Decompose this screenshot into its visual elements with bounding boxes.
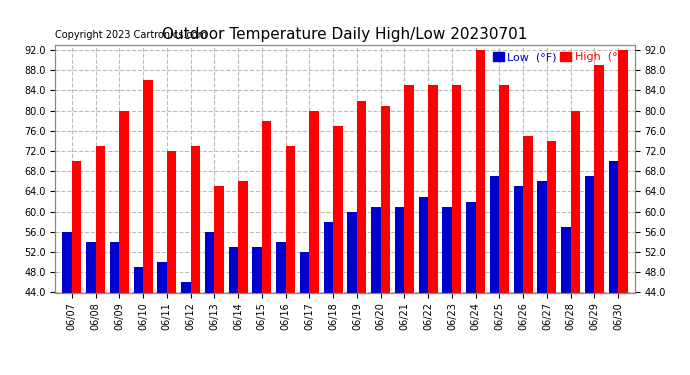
Bar	[205, 232, 215, 292]
Bar	[190, 146, 200, 292]
Bar	[333, 126, 343, 292]
Bar	[585, 176, 594, 292]
Text: Copyright 2023 Cartronics.com: Copyright 2023 Cartronics.com	[55, 30, 207, 40]
Bar	[357, 100, 366, 292]
Bar	[262, 121, 271, 292]
Bar	[215, 186, 224, 292]
Bar	[395, 207, 404, 292]
Bar	[513, 186, 523, 292]
Bar	[371, 207, 381, 292]
Bar	[523, 136, 533, 292]
Bar	[404, 86, 414, 292]
Bar	[324, 222, 333, 292]
Bar	[143, 80, 152, 292]
Bar	[238, 182, 248, 292]
Bar	[276, 242, 286, 292]
Bar	[571, 111, 580, 292]
Legend: Low  (°F), High  (°F): Low (°F), High (°F)	[492, 51, 629, 63]
Bar	[119, 111, 129, 292]
Bar	[167, 151, 177, 292]
Bar	[62, 232, 72, 292]
Bar	[442, 207, 452, 292]
Bar	[538, 182, 547, 292]
Bar	[134, 267, 143, 292]
Bar	[381, 106, 390, 292]
Bar	[428, 86, 437, 292]
Bar	[72, 161, 81, 292]
Bar	[347, 211, 357, 292]
Bar	[96, 146, 105, 292]
Bar	[286, 146, 295, 292]
Bar	[419, 196, 428, 292]
Bar	[86, 242, 96, 292]
Bar	[157, 262, 167, 292]
Bar	[181, 282, 190, 292]
Bar	[500, 86, 509, 292]
Title: Outdoor Temperature Daily High/Low 20230701: Outdoor Temperature Daily High/Low 20230…	[162, 27, 528, 42]
Bar	[466, 202, 475, 292]
Bar	[110, 242, 119, 292]
Bar	[452, 86, 462, 292]
Bar	[594, 65, 604, 292]
Bar	[309, 111, 319, 292]
Bar	[253, 247, 262, 292]
Bar	[475, 50, 485, 292]
Bar	[547, 141, 556, 292]
Bar	[300, 252, 309, 292]
Bar	[490, 176, 500, 292]
Bar	[618, 50, 628, 292]
Bar	[228, 247, 238, 292]
Bar	[609, 161, 618, 292]
Bar	[561, 227, 571, 292]
